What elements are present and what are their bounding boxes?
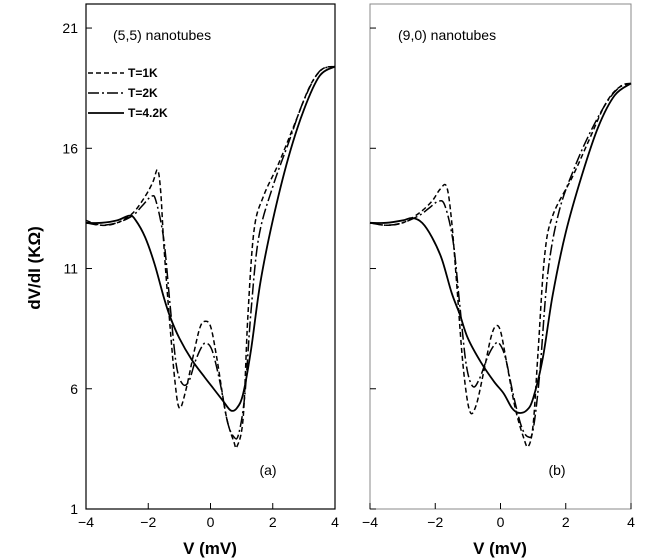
panel-a-series-t-4-2k <box>85 65 336 412</box>
panel-a-series-t-1k <box>85 65 336 449</box>
panel-b-series-t-2k <box>369 82 632 439</box>
panel-b-x-tick-label: 2 <box>562 514 570 530</box>
panel-b-series-t-1k <box>369 82 632 448</box>
panel-b-series-t-4-2k <box>369 82 632 414</box>
legend-label: T=4.2K <box>128 106 168 120</box>
legend-label: T=1K <box>128 66 158 80</box>
panel-a-x-tick-label: 2 <box>269 514 277 530</box>
panel-a-label: (a) <box>259 462 276 478</box>
panel-a-x-tick-label: −2 <box>140 514 156 530</box>
panel-b-series <box>369 82 632 448</box>
panel-b-x-tick-label: 0 <box>497 514 505 530</box>
panel-a-series-t-2k <box>85 65 336 440</box>
panel-a-y-tick-label: 21 <box>62 20 78 36</box>
panel-a-x-tick-label: −4 <box>78 514 94 530</box>
panel-a-y-tick-label: 1 <box>70 501 78 517</box>
panel-b-label: (b) <box>548 462 565 478</box>
panel-b-x-tick-label: −4 <box>362 514 378 530</box>
y-axis-title: dV/dI (KΩ) <box>25 226 44 310</box>
panel-a-y-tick-label: 16 <box>62 140 78 156</box>
panel-a-y-tick-label: 6 <box>70 381 78 397</box>
panel-a-title: (5,5) nanotubes <box>113 27 211 43</box>
panel-a-x-axis-title: V (mV) <box>183 539 237 558</box>
panel-b: −4 −2 0 2 4 (9,0) nanotubes (b) V (mV) <box>362 3 635 558</box>
panel-b-frame <box>369 3 632 510</box>
panel-b-ticks: −4 −2 0 2 4 <box>362 27 635 530</box>
panel-a-frame <box>85 3 336 510</box>
panel-b-x-axis-title: V (mV) <box>473 539 527 558</box>
legend: T=1K T=2K T=4.2K <box>88 66 168 120</box>
panel-a-series <box>85 65 336 449</box>
panel-b-title: (9,0) nanotubes <box>398 27 496 43</box>
panel-b-x-tick-label: −2 <box>427 514 443 530</box>
legend-label: T=2K <box>128 86 158 100</box>
panel-b-x-tick-label: 4 <box>627 514 635 530</box>
panel-a-y-tick-label: 11 <box>63 261 78 277</box>
panel-a-x-tick-label: 4 <box>331 514 339 530</box>
panel-a-x-tick-label: 0 <box>207 514 215 530</box>
